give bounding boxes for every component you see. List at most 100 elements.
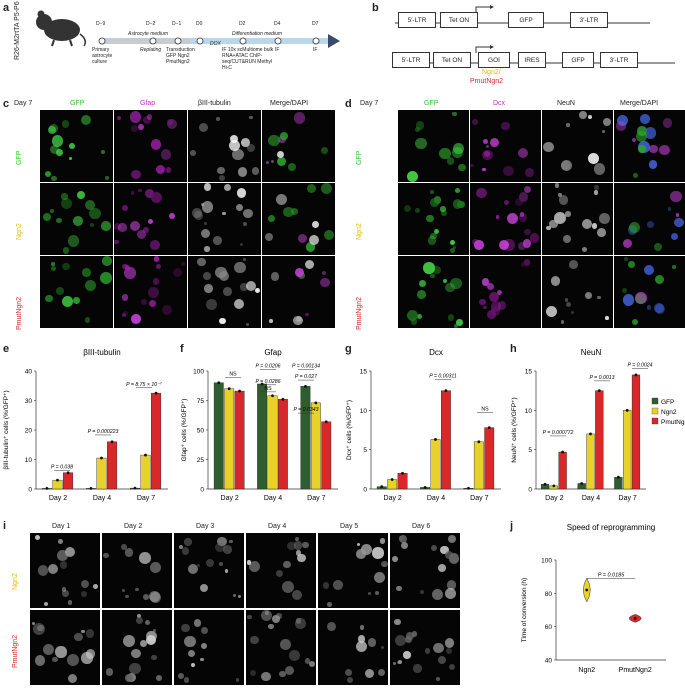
cell-blob	[89, 222, 94, 228]
data-point	[390, 478, 394, 481]
y-tick-label: 15	[525, 369, 533, 376]
bar-pmutngn2	[107, 441, 118, 490]
panel-i-image-r1-c3	[246, 610, 316, 685]
cell-blob	[230, 135, 239, 144]
cell-blob	[454, 188, 460, 193]
cell-blob	[283, 560, 291, 569]
cell-blob	[440, 545, 449, 555]
cell-blob	[285, 666, 295, 676]
cell-blob	[670, 232, 678, 240]
cell-blob	[86, 649, 96, 659]
p-value-annotation: P = 0.00134	[292, 363, 320, 369]
cell-blob	[224, 569, 229, 573]
cell-blob	[564, 298, 568, 302]
cell-blob	[81, 590, 88, 597]
cell-blob	[426, 214, 435, 223]
cell-blob	[143, 593, 149, 600]
cell-blob	[61, 193, 68, 200]
cell-blob	[524, 167, 534, 177]
bar-pmutngn2	[484, 427, 495, 490]
cell-blob	[235, 203, 243, 211]
cell-blob	[289, 650, 300, 661]
y-tick-label: 30	[25, 398, 33, 405]
step-d7: IF	[313, 47, 318, 53]
cell-blob	[290, 207, 299, 215]
panel-i-row-pmut: PmutNgn2	[12, 634, 19, 668]
panel-d-image-r1-c2	[542, 183, 613, 255]
cell-blob	[137, 124, 144, 131]
cell-blob	[236, 188, 247, 198]
cell-blob	[524, 228, 532, 236]
cell-blob	[453, 324, 458, 328]
cell-blob	[635, 130, 648, 143]
data-point	[597, 389, 601, 393]
data-point	[625, 408, 629, 412]
bar-pmutngn2	[151, 392, 162, 490]
panel-d-col-dcx: Dcx	[493, 100, 506, 107]
panel-c-day: Day 7	[14, 100, 33, 107]
bar-ngn2	[387, 479, 398, 490]
cell-blob	[403, 204, 411, 212]
cell-blob	[444, 551, 453, 560]
cell-blob	[587, 115, 592, 119]
data-point	[314, 401, 318, 405]
cell-blob	[73, 215, 84, 226]
cell-blob	[100, 271, 112, 284]
cell-blob	[45, 170, 52, 178]
cell-blob	[205, 558, 214, 567]
cell-blob	[136, 616, 144, 624]
cell-blob	[268, 134, 280, 146]
cell-blob	[311, 220, 320, 229]
p-value-annotation: P = 0.038	[51, 464, 73, 470]
bar-ngn2	[267, 395, 278, 490]
cell-blob	[675, 212, 680, 217]
mouse-icon	[36, 10, 87, 47]
data-point	[217, 381, 221, 385]
cell-blob	[309, 234, 320, 245]
cell-blob	[143, 227, 149, 234]
cell-blob	[201, 643, 207, 649]
data-point	[110, 440, 114, 444]
y-tick-label: 5	[528, 447, 532, 454]
cell-blob	[131, 648, 141, 659]
cell-blob	[395, 634, 407, 646]
cell-blob	[219, 175, 226, 182]
box-gfp-1: GFP	[508, 12, 544, 28]
cell-blob	[200, 657, 204, 661]
cell-blob	[415, 138, 427, 150]
data-point	[444, 389, 448, 393]
box-3ltr-1: 3′-LTR	[570, 12, 608, 28]
cell-blob	[407, 310, 419, 322]
cell-blob	[523, 259, 531, 266]
cell-blob	[437, 563, 447, 573]
cell-blob	[199, 583, 208, 592]
cell-blob	[280, 132, 288, 140]
cell-blob	[565, 123, 571, 128]
cell-blob	[35, 655, 46, 666]
cell-blob	[266, 160, 270, 165]
cell-blob	[261, 671, 271, 682]
panel-i-image-r0-c5	[390, 533, 460, 608]
cell-blob	[229, 539, 233, 543]
cell-blob	[433, 228, 440, 235]
cell-blob	[503, 199, 509, 205]
cell-blob	[424, 648, 431, 654]
cell-blob	[483, 139, 489, 145]
cell-blob	[616, 121, 626, 131]
cell-blob	[184, 538, 192, 546]
cell-blob	[628, 261, 636, 269]
cell-blob	[37, 565, 49, 576]
p-value-annotation: P = 0.0013	[589, 375, 614, 381]
data-point	[633, 616, 637, 620]
cell-blob	[67, 673, 78, 684]
cell-blob	[204, 284, 213, 293]
cell-blob	[674, 218, 684, 228]
cell-blob	[247, 143, 255, 152]
cell-blob	[498, 239, 510, 251]
panel-i-image-r1-c4	[318, 610, 388, 685]
cell-blob	[56, 287, 64, 295]
data-point	[589, 432, 592, 436]
cell-blob	[215, 117, 220, 122]
cell-blob	[486, 283, 495, 291]
cell-blob	[250, 635, 259, 645]
